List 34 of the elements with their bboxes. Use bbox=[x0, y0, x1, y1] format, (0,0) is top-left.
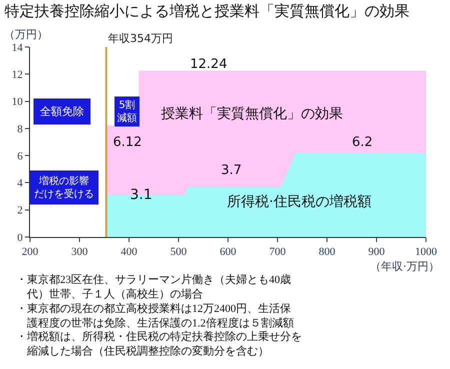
y-tick-label: 6 bbox=[17, 150, 24, 162]
x-tick-label: 800 bbox=[318, 246, 336, 258]
y-tick-label: 14 bbox=[12, 42, 24, 54]
x-tick-label: 600 bbox=[220, 246, 237, 258]
y-tick-label: 8 bbox=[17, 123, 24, 136]
annotation: 3.7 bbox=[221, 163, 242, 178]
text: ・増税額は、所得税・住民税の特定扶養控除の上乗せ分を縮減した場合（住民税調整控除の変動分を含む） bbox=[16, 330, 302, 358]
ref-line-label: 年収354万円 bbox=[108, 32, 173, 45]
annotation: 6.2 bbox=[352, 135, 373, 150]
annotation: 6.12 bbox=[113, 135, 142, 150]
y-tick-label: 12 bbox=[12, 68, 23, 81]
y-tick-label: 4 bbox=[17, 178, 24, 190]
x-tick-label: 200 bbox=[22, 246, 39, 258]
x-axis-title: （年収·万円） bbox=[370, 260, 440, 273]
annotation: 所得税·住民税の増税額 bbox=[227, 193, 372, 210]
chart-title: 特定扶養控除縮小による増税と授業料「実質無償化」の効果 bbox=[4, 2, 410, 20]
text: ・東京都23区在住、サラリーマン片働き（夫婦とも40歳代）世帯、子１人（高校生）の場合 bbox=[16, 273, 291, 300]
x-tick-label: 700 bbox=[269, 246, 286, 258]
x-tick-label: 400 bbox=[120, 246, 138, 258]
annotation: 増税の影響だけを受ける bbox=[34, 175, 94, 200]
y-tick-label: 10 bbox=[12, 96, 24, 108]
y-tick-label: 2 bbox=[17, 204, 23, 217]
text: ・東京都の現在の都立高校授業料は12万2400円、生活保護程度の世帯は免除、生活保護の1.2倍程度は５割減額 bbox=[16, 302, 294, 330]
y-tick-label: 0 bbox=[17, 232, 24, 244]
annotation: 3.1 bbox=[130, 187, 152, 203]
x-tick-label: 500 bbox=[170, 246, 188, 258]
annotation: 5割減額 bbox=[117, 99, 137, 124]
annotation: 12.24 bbox=[190, 57, 228, 72]
x-tick-label: 300 bbox=[71, 246, 88, 258]
x-tick-label: 900 bbox=[368, 246, 386, 258]
annotation: 全額免除 bbox=[40, 105, 84, 118]
x-tick-label: 1000 bbox=[415, 246, 438, 258]
y-axis-title: （万円） bbox=[4, 28, 48, 41]
annotation: 授業料「実質無償化」の効果 bbox=[161, 106, 343, 122]
